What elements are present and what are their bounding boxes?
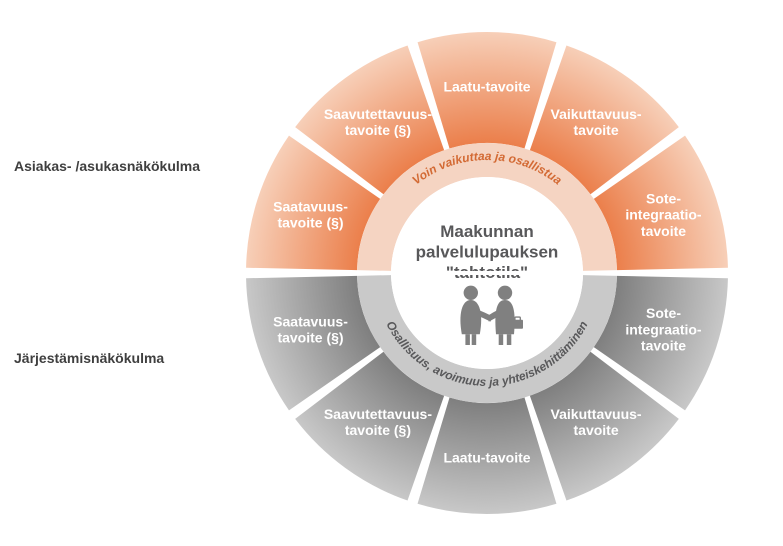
diagram-stage: Saatavuus-tavoite (§)Saavutettavuus-tavo… [0, 0, 783, 546]
side-label-bottom: Järjestämisnäkökulma [14, 350, 164, 366]
bottom-segment-label-0: Saatavuus-tavoite (§) [273, 313, 348, 345]
equator-gap [244, 271, 730, 275]
wheel-svg: Saatavuus-tavoite (§)Saavutettavuus-tavo… [0, 0, 783, 546]
top-segment-label-0: Saatavuus-tavoite (§) [273, 198, 348, 230]
bottom-segment-label-2: Laatu-tavoite [443, 449, 530, 465]
top-segment-label-2: Laatu-tavoite [443, 78, 530, 94]
side-label-top: Asiakas- /asukasnäkökulma [14, 158, 200, 174]
